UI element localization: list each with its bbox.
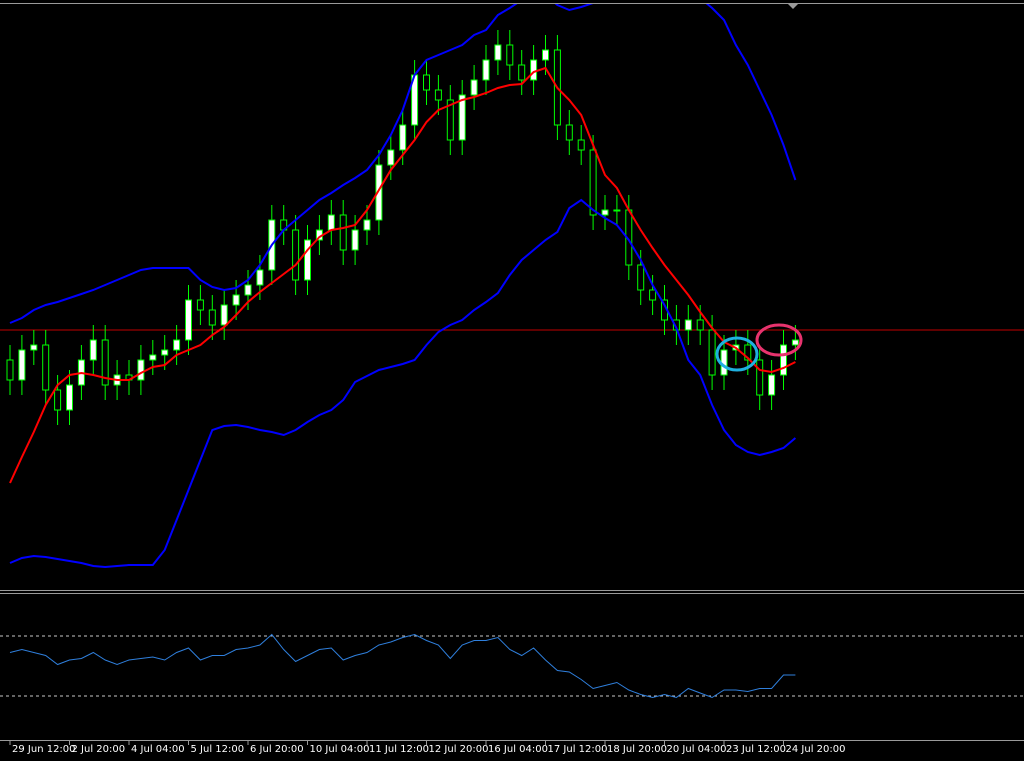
candle-body <box>30 344 38 351</box>
candle-body <box>530 59 538 81</box>
indicator-line <box>9 66 796 484</box>
candle-body <box>684 319 692 331</box>
candle-body <box>149 354 157 361</box>
candle-body <box>744 344 752 361</box>
candle-body <box>542 49 549 61</box>
x-tick-label: 12 Jul 20:00 <box>429 744 489 755</box>
x-tick-label: 5 Jul 12:00 <box>191 744 245 755</box>
x-tick-label: 2 Jul 20:00 <box>72 744 126 755</box>
candle-body <box>18 349 26 381</box>
candle-body <box>161 349 169 356</box>
candle-body <box>399 124 407 151</box>
candle-body <box>339 214 347 251</box>
candle-body <box>256 269 264 286</box>
x-tick-label: 23 Jul 12:00 <box>726 744 786 755</box>
candle-body <box>470 79 478 96</box>
x-tick-label: 17 Jul 12:00 <box>548 744 608 755</box>
indicator-line <box>9 4 797 324</box>
candle-body <box>101 339 109 386</box>
candle-body <box>565 124 573 141</box>
candle-body <box>292 229 300 281</box>
candle-body <box>244 284 252 296</box>
candle-body <box>756 359 764 396</box>
x-tick-label: 29 Jun 12:00 <box>12 744 76 755</box>
candle-body <box>708 329 716 376</box>
candle-body <box>137 359 145 381</box>
candle-body <box>208 309 216 326</box>
x-tick-label: 4 Jul 04:00 <box>131 744 185 755</box>
candle-body <box>220 304 228 326</box>
x-tick-label: 24 Jul 20:00 <box>786 744 846 755</box>
indicator-line <box>9 198 797 569</box>
x-tick-label: 20 Jul 04:00 <box>667 744 727 755</box>
candle-body <box>387 149 395 166</box>
price-panel <box>0 4 1024 569</box>
candle-body <box>66 384 73 411</box>
x-tick-label: 10 Jul 04:00 <box>310 744 370 755</box>
candle-body <box>637 264 645 291</box>
highlight-circle <box>715 336 759 372</box>
candle-body <box>375 164 383 221</box>
highlight-circle <box>755 323 803 357</box>
candle-body <box>613 209 621 212</box>
x-axis: 29 Jun 12:002 Jul 20:00 4 Jul 04:00 5 Jul … <box>9 741 846 755</box>
candle-body <box>446 99 454 141</box>
candle-body <box>196 299 204 311</box>
x-tick-label: 6 Jul 20:00 <box>250 744 304 755</box>
candle-body <box>601 209 609 216</box>
candle-body <box>458 94 466 141</box>
candle-body <box>363 219 371 231</box>
candle-body <box>173 339 181 351</box>
candle-body <box>780 344 787 376</box>
candle-body <box>649 289 657 301</box>
candle-body <box>494 44 502 61</box>
candle-body <box>791 339 799 346</box>
candle-body <box>327 214 335 231</box>
candle-body <box>577 139 585 151</box>
candle-body <box>696 319 704 331</box>
candle-body <box>589 149 597 216</box>
candle-body <box>89 339 97 361</box>
candle-body <box>351 229 359 251</box>
candle-body <box>482 59 490 81</box>
x-tick-label: 16 Jul 04:00 <box>488 744 548 755</box>
candle-body <box>518 64 526 81</box>
x-tick-label: 11 Jul 12:00 <box>369 744 429 755</box>
candle-body <box>304 239 311 281</box>
candle-body <box>423 74 430 91</box>
candle-body <box>506 44 514 66</box>
candle-body <box>768 374 776 396</box>
candle-body <box>6 359 14 381</box>
oscillator-panel <box>0 633 1024 699</box>
x-tick-label: 18 Jul 20:00 <box>607 744 667 755</box>
candle-body <box>54 389 62 411</box>
candle-body <box>434 89 442 101</box>
shift-marker <box>788 4 798 9</box>
oscillator-line <box>9 633 796 699</box>
candle-body <box>232 294 240 306</box>
candle-body <box>42 344 50 391</box>
candle-body <box>185 299 192 341</box>
